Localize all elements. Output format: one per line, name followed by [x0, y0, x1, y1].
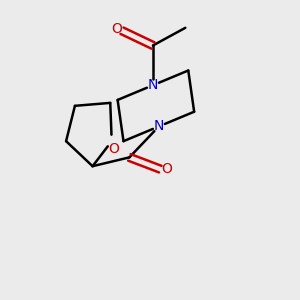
Text: N: N [148, 78, 158, 92]
Text: N: N [154, 119, 164, 134]
Text: O: O [108, 142, 118, 156]
Text: O: O [161, 162, 172, 176]
Text: O: O [111, 22, 122, 36]
